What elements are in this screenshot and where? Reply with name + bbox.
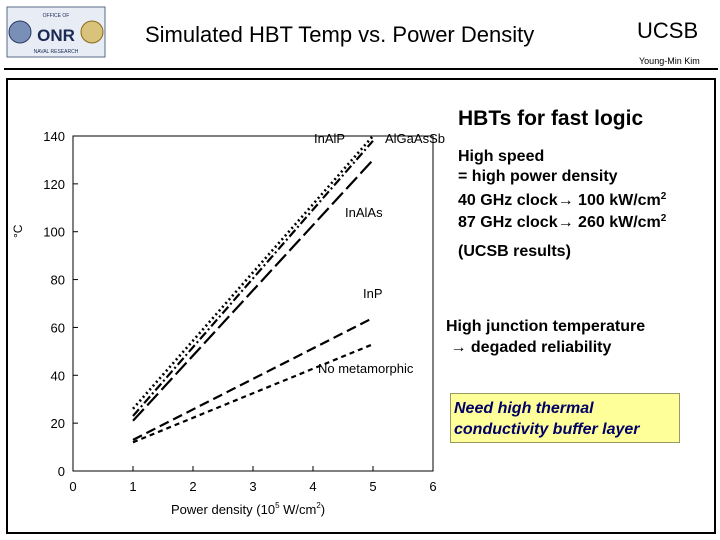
office-of-naval-research-logo: OFFICE OF ONR NAVAL RESEARCH [6, 6, 106, 58]
series-line-inalas [132, 159, 374, 422]
x-tick-label: 6 [429, 479, 436, 494]
power-260-label: 260 kW/cm [573, 214, 661, 231]
clock-87-label: 87 GHz clock [458, 214, 558, 231]
arrow-icon: → [450, 339, 467, 356]
chart-series [132, 135, 374, 444]
reliability-label: degaded reliability [470, 339, 612, 356]
svg-text:OFFICE OF: OFFICE OF [43, 13, 70, 19]
series-label-inalas: InAlAs [345, 205, 383, 220]
clock-40-label: 40 GHz clock [458, 192, 558, 209]
arrow-icon: → [557, 214, 574, 231]
y-tick-label: 20 [51, 416, 65, 431]
series-line-inalp [132, 140, 374, 417]
conclusion-callout: Need high thermal conductivity buffer la… [450, 393, 680, 443]
x-axis-title: Power density (105 W/cm2) [171, 501, 325, 517]
x-tick-label: 4 [309, 479, 316, 494]
x-axis-title-unit: W/cm [280, 502, 317, 517]
series-label-inp: InP [363, 286, 383, 301]
plot-area [72, 135, 434, 472]
x-axis-title-exp: 5 [275, 501, 280, 510]
x-axis-ticks: 0 1 2 3 4 5 6 [69, 466, 437, 494]
slide-title: Simulated HBT Temp vs. Power Density [145, 22, 535, 47]
author-name: Young-Min Kim [639, 56, 700, 66]
arrow-icon: → [557, 192, 574, 209]
content-frame [6, 78, 716, 534]
y-tick-label: 60 [51, 320, 65, 335]
x-tick-label: 5 [369, 479, 376, 494]
ucsb-results-note: (UCSB results) [458, 243, 571, 260]
series-line-no-metamorphic [132, 343, 374, 444]
power-260-exp: 2 [660, 213, 667, 224]
x-axis-title-end: ) [321, 502, 325, 517]
x-tick-label: 0 [69, 479, 76, 494]
speed-line-4: 87 GHz clock→ 260 kW/cm2 [458, 208, 666, 233]
y-tick-label: 100 [43, 225, 65, 240]
series-line-inp [132, 316, 374, 441]
y-axis-ticks: 0 20 40 60 80 100 120 140 [43, 129, 78, 479]
svg-text:NAVAL RESEARCH: NAVAL RESEARCH [34, 49, 79, 55]
x-tick-label: 1 [129, 479, 136, 494]
power-100-exp: 2 [660, 191, 667, 202]
y-tick-label: 120 [43, 177, 65, 192]
speed-line-3: 40 GHz clock→ 100 kW/cm2 [458, 186, 666, 211]
y-tick-label: 40 [51, 368, 65, 383]
series-label-algaassb: AlGaAsSb [385, 131, 445, 146]
org-name: UCSB [637, 18, 699, 43]
y-axis-unit: °C [11, 224, 25, 238]
temperature-line-1: High junction temperature [446, 318, 646, 335]
x-tick-label: 2 [189, 479, 196, 494]
series-label-no-metamorphic: No metamorphic [318, 361, 414, 376]
series-label-inalp: InAlP [314, 131, 345, 146]
speed-line-1: High speed [458, 148, 545, 165]
x-axis-title-unit-exp: 2 [316, 501, 321, 510]
series-line-algaassb [132, 135, 374, 410]
y-tick-label: 0 [58, 464, 65, 479]
svg-text:ONR: ONR [37, 26, 75, 45]
x-tick-label: 3 [249, 479, 256, 494]
power-100-label: 100 kW/cm [573, 192, 661, 209]
x-axis-title-main: Power density (10 [171, 502, 275, 517]
header-rule [4, 68, 718, 70]
temperature-line-2: → degaded reliability [446, 337, 611, 358]
y-tick-label: 80 [51, 273, 65, 288]
panel-heading: HBTs for fast logic [458, 107, 644, 130]
y-tick-label: 140 [43, 129, 65, 144]
speed-line-2: = high power density [458, 168, 618, 185]
